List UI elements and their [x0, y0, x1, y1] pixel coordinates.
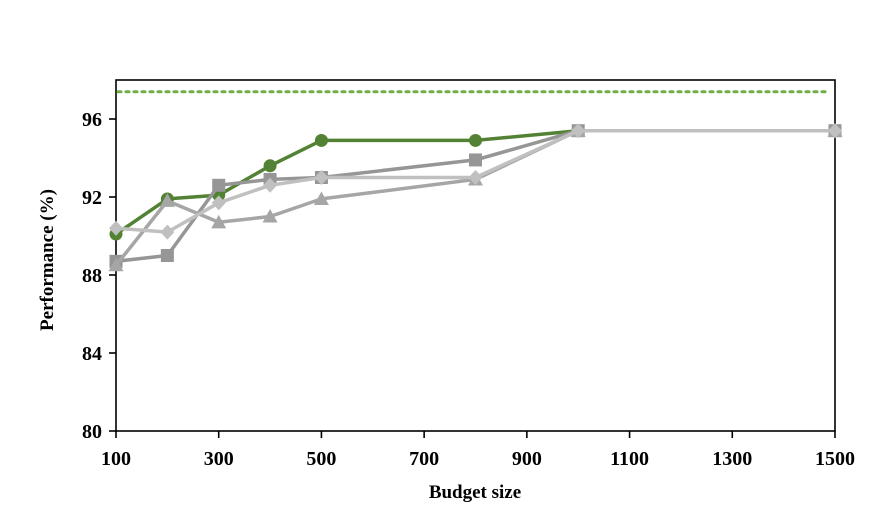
data-point — [571, 123, 586, 139]
data-point — [263, 177, 278, 193]
series-4 — [109, 123, 842, 240]
data-point — [314, 133, 328, 147]
data-point — [211, 195, 226, 211]
data-point — [469, 153, 482, 167]
plot-area — [115, 79, 836, 432]
x-tick-label: 300 — [204, 448, 234, 470]
data-point — [469, 133, 482, 147]
data-point — [262, 209, 278, 223]
x-axis-title: Budget size — [429, 482, 521, 503]
y-tick-label: 88 — [82, 265, 102, 287]
series-line — [114, 128, 837, 234]
x-tick-label: 1300 — [712, 448, 752, 470]
axis-layer: 100 300 500 700 900 1100 1300 1500 80 84 88 92 96 — [82, 109, 855, 470]
series-line — [114, 128, 837, 264]
y-tick-label: 84 — [82, 343, 102, 365]
x-tick-label: 700 — [409, 448, 439, 470]
series-line — [114, 128, 837, 236]
data-point — [828, 123, 842, 139]
data-point — [314, 170, 329, 185]
data-point — [159, 193, 175, 207]
data-point — [160, 249, 174, 262]
x-tick-label: 900 — [512, 448, 542, 470]
series-layer — [108, 123, 843, 272]
data-point — [109, 220, 123, 236]
y-tick-label: 92 — [82, 187, 102, 209]
data-point — [160, 224, 175, 240]
data-point — [108, 257, 124, 272]
y-tick-label: 96 — [82, 109, 102, 131]
x-tick-label: 1500 — [815, 448, 855, 470]
x-tick-label: 1100 — [610, 448, 649, 470]
y-axis-title: Performance (%) — [37, 189, 58, 331]
data-point — [313, 191, 329, 205]
x-tick-label: 500 — [306, 448, 336, 470]
data-point — [263, 159, 277, 173]
x-tick-label: 100 — [101, 448, 131, 470]
data-point — [212, 178, 226, 192]
plot-frame — [115, 79, 836, 432]
data-point — [468, 170, 483, 185]
data-point — [211, 214, 227, 229]
y-tick-label: 80 — [82, 421, 102, 443]
